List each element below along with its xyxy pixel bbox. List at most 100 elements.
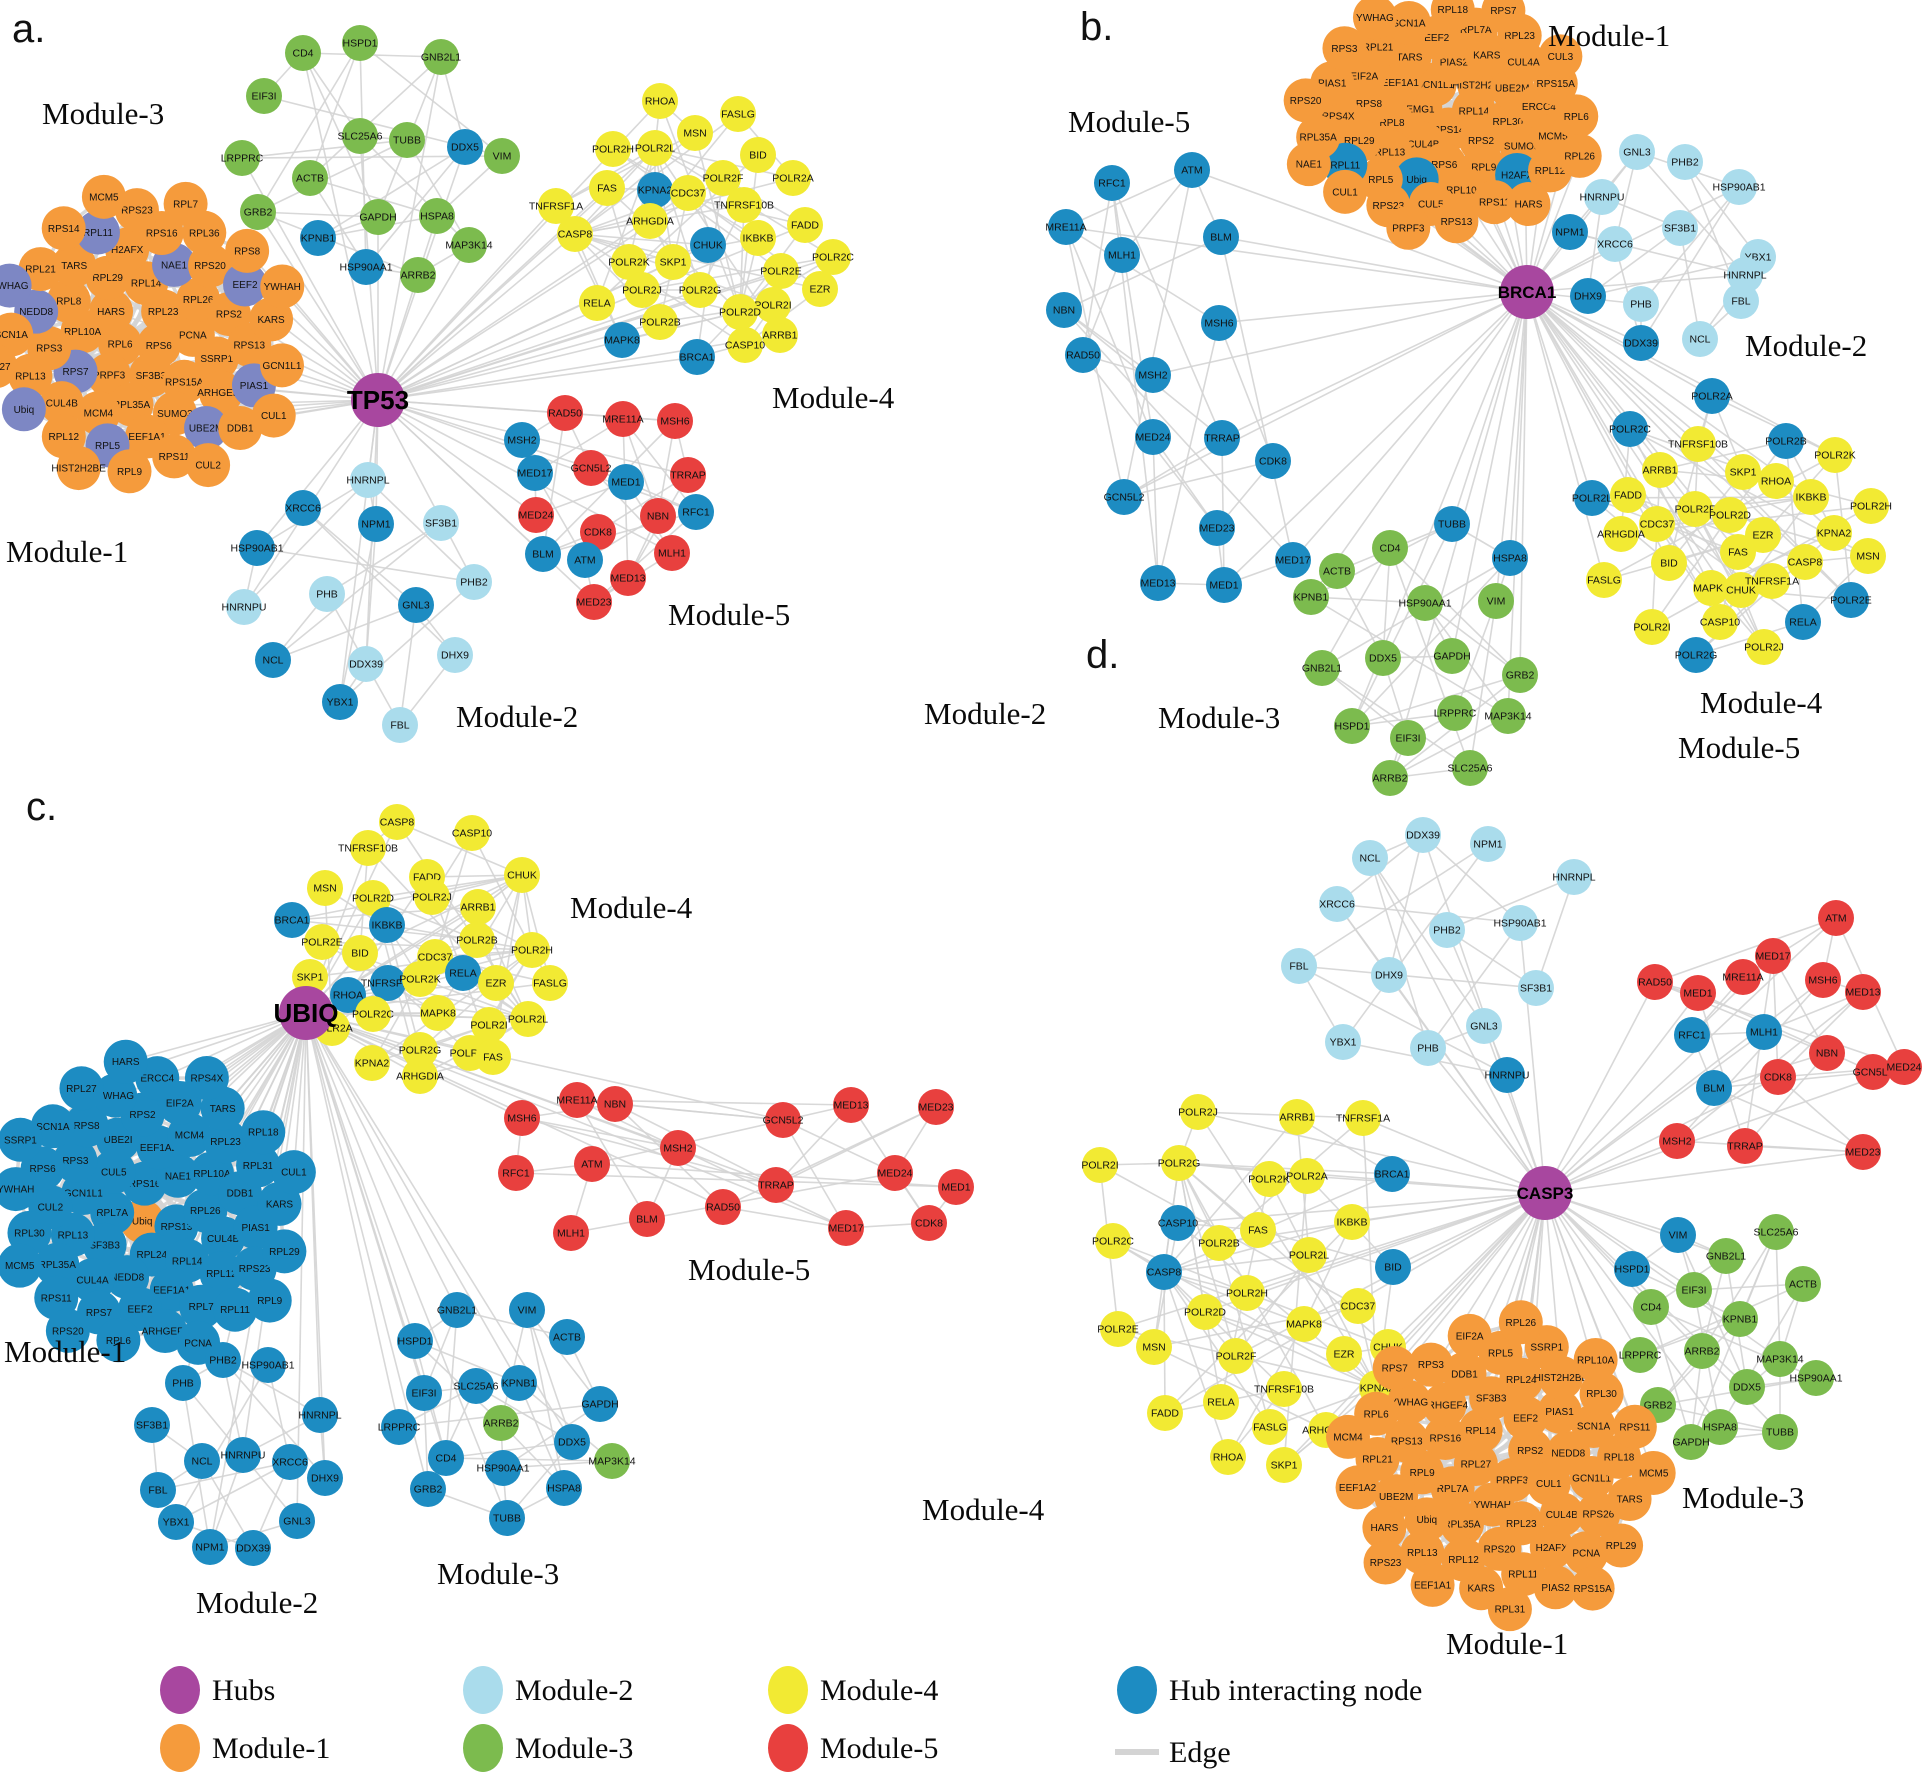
node-label-DDX39: DDX39	[1406, 830, 1440, 842]
node-label-MED13: MED13	[833, 1100, 868, 1112]
edge	[1775, 1231, 1781, 1360]
node-SKP1	[292, 959, 328, 995]
node-MED23	[576, 584, 612, 620]
node-LRPPRC	[1437, 695, 1473, 731]
node-label-FBL: FBL	[1731, 296, 1750, 308]
node-label-VIM: VIM	[518, 1305, 537, 1317]
node-GRB2	[410, 1471, 446, 1507]
node-GAPDH	[1434, 638, 1470, 674]
node-label-RPS3: RPS3	[1418, 1360, 1445, 1371]
node-MLH1	[1104, 237, 1140, 273]
node-CDK8	[1760, 1059, 1796, 1095]
node-POLR2A	[775, 160, 811, 196]
hub-edge	[1483, 1025, 1546, 1194]
node-label-BID: BID	[749, 150, 767, 162]
node-POLR2G	[1678, 637, 1714, 673]
node-label-HSPD1: HSPD1	[1614, 1264, 1649, 1276]
node-label-BLM: BLM	[1210, 232, 1232, 244]
node-label-NCL: NCL	[1689, 334, 1710, 346]
node-label-TARS: TARS	[1396, 52, 1422, 63]
node-label-POLR2H: POLR2H	[592, 144, 634, 156]
node-POLR2K	[1251, 1161, 1287, 1197]
edge	[1342, 843, 1489, 1043]
node-label-HSP90AA1: HSP90AA1	[476, 1463, 529, 1475]
node-label-RPS11: RPS11	[1479, 198, 1510, 209]
node-label-RPS2: RPS2	[1517, 1446, 1544, 1457]
node-label-KARS: KARS	[1473, 50, 1501, 61]
node-FAS	[475, 1039, 511, 1075]
node-BLM	[1696, 1070, 1732, 1106]
node-label-RPL7A: RPL7A	[1437, 1484, 1469, 1495]
node-label-CUL1: CUL1	[1536, 1479, 1562, 1490]
node-label-H2AFX: H2AFX	[111, 245, 144, 256]
node-label-CD4: CD4	[292, 48, 313, 60]
node-label-YWHAH: YWHAH	[0, 1185, 34, 1196]
node-SSRP1	[0, 1117, 43, 1162]
node-MSH2	[504, 422, 540, 458]
node-label-CUL3: CUL3	[1548, 52, 1574, 63]
node-RPL7	[179, 1284, 224, 1329]
hub-edge	[1218, 291, 1528, 324]
node-label-RELA: RELA	[1207, 1397, 1234, 1409]
node-label-RPS13: RPS13	[161, 1222, 193, 1233]
node-label-POLR2K: POLR2K	[399, 974, 440, 986]
edge	[1351, 523, 1453, 727]
node-CDK8	[1255, 443, 1291, 479]
edge	[1303, 1221, 1353, 1325]
node-MCM5	[1631, 1450, 1676, 1495]
node-label-POLR2I: POLR2I	[754, 300, 791, 312]
node-GAPDH	[1673, 1424, 1709, 1460]
node-label-MED23: MED23	[918, 1102, 953, 1114]
node-POLR2B	[642, 304, 678, 340]
node-FADD	[1147, 1395, 1183, 1431]
node-label-GNL3: GNL3	[1623, 147, 1651, 159]
node-label-RPL31: RPL31	[1495, 1605, 1526, 1616]
node-EIF3I	[406, 1375, 442, 1411]
edge	[1351, 674, 1521, 727]
node-label-RPL10A: RPL10A	[64, 327, 102, 338]
node-label-ERCC4: ERCC4	[140, 1074, 174, 1085]
node-YWHAG	[93, 1073, 138, 1118]
edge	[1640, 186, 1740, 305]
node-label-MSH2: MSH2	[507, 435, 536, 447]
node-FAS	[1720, 534, 1756, 570]
node-label-MRE11A: MRE11A	[602, 414, 643, 426]
legend-label: Module-3	[515, 1732, 633, 1765]
node-NPM1	[1470, 826, 1506, 862]
node-label-CDK8: CDK8	[584, 527, 612, 539]
node-label-ARHGEF4: ARHGEF4	[142, 1327, 190, 1338]
node-RPS11	[1472, 180, 1517, 225]
edge	[1163, 1271, 1285, 1390]
node-label-KARS: KARS	[1468, 1584, 1496, 1595]
node-label-SSRP1: SSRP1	[1530, 1343, 1563, 1354]
node-label-RFC1: RFC1	[1678, 1030, 1706, 1042]
edge	[256, 547, 475, 583]
node-label-CUL2: CUL2	[195, 461, 221, 472]
node-KPNA2	[1816, 515, 1852, 551]
node-HIST2H2BE	[56, 446, 101, 491]
node-RPL26	[1498, 1300, 1543, 1345]
node-label-RPS23: RPS23	[239, 1264, 271, 1275]
edge	[1650, 1306, 1692, 1443]
node-SLC25A6	[1452, 750, 1488, 786]
hub-label-TP53: TP53	[347, 385, 409, 415]
edge	[1218, 1242, 1271, 1428]
module-label: Module-5	[1068, 104, 1190, 139]
node-POLR2C	[1095, 1223, 1131, 1259]
node-label-GCN1L1: GCN1L1	[1572, 1474, 1611, 1485]
node-label-TUBB: TUBB	[493, 1513, 521, 1525]
node-label-RELA: RELA	[1789, 617, 1816, 629]
node-label-CHUK: CHUK	[507, 870, 537, 882]
node-label-GCN5L2: GCN5L2	[1104, 492, 1145, 504]
node-label-POLR2E: POLR2E	[1830, 595, 1871, 607]
node-label-RPS13: RPS13	[233, 340, 265, 351]
node-label-CUL4A: CUL4A	[76, 1276, 109, 1287]
node-label-POLR2D: POLR2D	[1709, 510, 1751, 522]
hub-edge	[1369, 857, 1546, 1194]
node-YWHAG	[1387, 1380, 1432, 1425]
edge	[272, 604, 417, 661]
node-MSH2	[660, 1130, 696, 1166]
node-ARRB1	[460, 889, 496, 925]
node-RPS13	[1434, 199, 1479, 244]
node-label-KARS: KARS	[266, 1199, 294, 1210]
